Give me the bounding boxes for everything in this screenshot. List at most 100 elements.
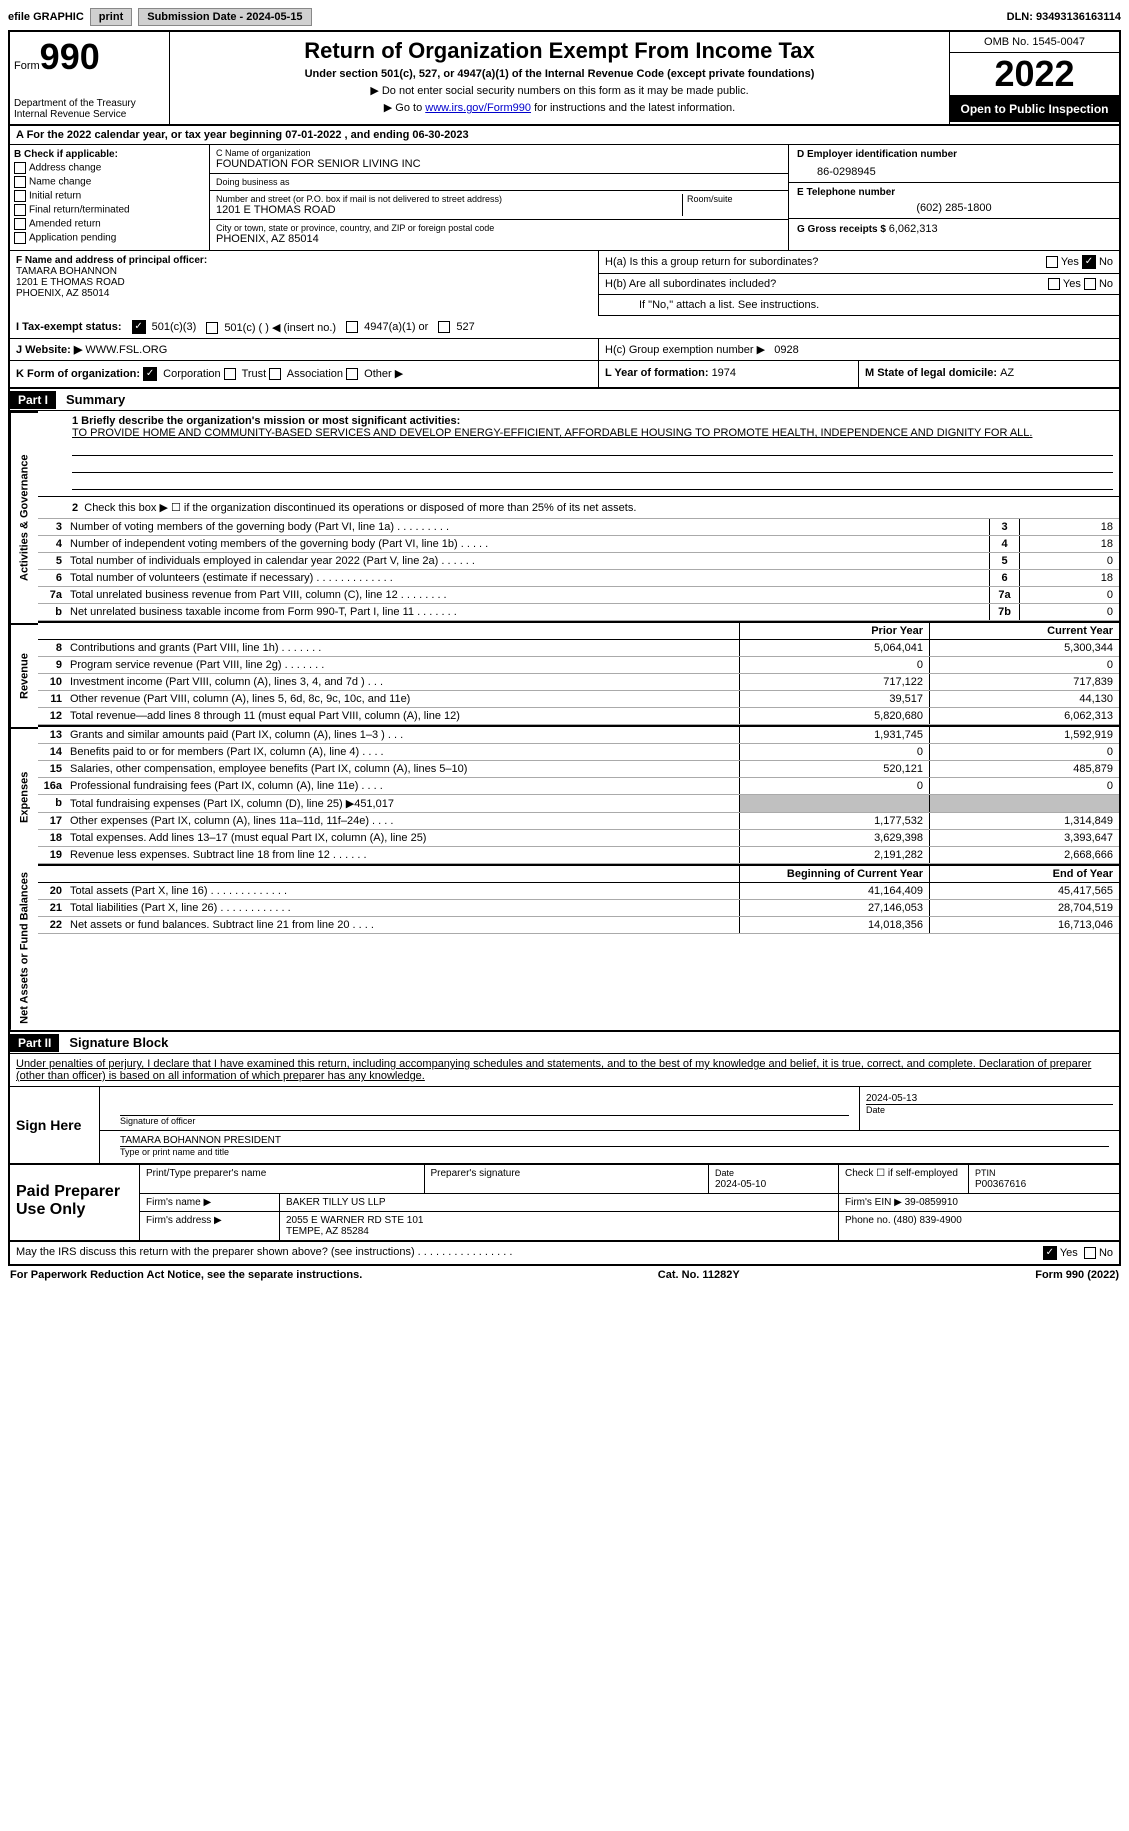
rev-row: 21Total liabilities (Part X, line 26) . … — [38, 900, 1119, 917]
org-name-label: C Name of organization — [216, 148, 782, 158]
chk-final[interactable]: Final return/terminated — [14, 204, 205, 216]
side-exp: Expenses — [10, 727, 38, 866]
rev-row: 17Other expenses (Part IX, column (A), l… — [38, 813, 1119, 830]
side-net: Net Assets or Fund Balances — [10, 866, 38, 1030]
net-lines: 20Total assets (Part X, line 16) . . . .… — [38, 883, 1119, 934]
chk-other[interactable]: Other ▶ — [346, 368, 403, 380]
street-cell: Number and street (or P.O. box if mail i… — [210, 191, 788, 220]
form-label: Form — [14, 60, 40, 72]
tax-year: 2022 — [950, 53, 1119, 96]
prep-check[interactable]: Check ☐ if self-employed — [839, 1165, 969, 1193]
preparer-row3: Firm's address ▶ 2055 E WARNER RD STE 10… — [140, 1212, 1119, 1240]
chk-pending[interactable]: Application pending — [14, 232, 205, 244]
rev-row: 12Total revenue—add lines 8 through 11 (… — [38, 708, 1119, 725]
footer-left: For Paperwork Reduction Act Notice, see … — [10, 1269, 362, 1281]
chk-assoc[interactable]: Association — [269, 368, 343, 380]
header-right: OMB No. 1545-0047 2022 Open to Public In… — [949, 32, 1119, 124]
mission-block: 1 Briefly describe the organization's mi… — [38, 411, 1119, 497]
website-label: J Website: ▶ — [16, 344, 82, 356]
ein-value: 86-0298945 — [797, 160, 1111, 178]
section-l: L Year of formation: 1974 — [599, 361, 859, 387]
addr-label: Firm's address ▶ — [140, 1212, 280, 1240]
officer-name-title: TAMARA BOHANNON PRESIDENT — [120, 1135, 1109, 1147]
chk-501c[interactable]: 501(c) ( ) ◀ (insert no.) — [206, 321, 336, 334]
section-b: B Check if applicable: Address change Na… — [10, 145, 210, 250]
officer-name: TAMARA BOHANNON — [16, 266, 592, 277]
chk-501c3[interactable]: 501(c)(3) — [132, 320, 197, 334]
ha-row: H(a) Is this a group return for subordin… — [599, 251, 1119, 274]
section-k: K Form of organization: Corporation Trus… — [10, 361, 599, 387]
hb-note: If "No," attach a list. See instructions… — [599, 295, 1119, 316]
chk-527[interactable]: 527 — [438, 321, 474, 333]
exp-section: 13Grants and similar amounts paid (Part … — [38, 727, 1119, 866]
print-button[interactable]: print — [90, 8, 132, 26]
prep-ptin: PTINP00367616 — [969, 1165, 1119, 1193]
part1-header: Part I — [10, 391, 56, 409]
dln: DLN: 93493136163114 — [1007, 11, 1121, 23]
m-value: AZ — [1000, 367, 1014, 379]
rev-row: 14Benefits paid to or for members (Part … — [38, 744, 1119, 761]
rev-row: 22Net assets or fund balances. Subtract … — [38, 917, 1119, 934]
prep-name-h: Print/Type preparer's name — [140, 1165, 425, 1193]
irs-link[interactable]: www.irs.gov/Form990 — [425, 102, 531, 114]
line-row: 5Total number of individuals employed in… — [38, 553, 1119, 570]
preparer-block: Paid Preparer Use Only Print/Type prepar… — [8, 1165, 1121, 1242]
part2-header-row: Part II Signature Block — [8, 1032, 1121, 1054]
chk-address[interactable]: Address change — [14, 162, 205, 174]
line-row: bNet unrelated business taxable income f… — [38, 604, 1119, 621]
section-h: H(a) Is this a group return for subordin… — [599, 251, 1119, 316]
submission-date: Submission Date - 2024-05-15 — [138, 8, 311, 26]
col-current: Current Year — [929, 623, 1119, 639]
rev-row: 19Revenue less expenses. Subtract line 1… — [38, 847, 1119, 864]
chk-4947[interactable]: 4947(a)(1) or — [346, 321, 428, 333]
col-prior: Prior Year — [739, 623, 929, 639]
officer-street: 1201 E THOMAS ROAD — [16, 277, 592, 288]
prep-date-value: 2024-05-10 — [715, 1179, 766, 1190]
officer-label: F Name and address of principal officer: — [16, 255, 592, 266]
rev-row: 18Total expenses. Add lines 13–17 (must … — [38, 830, 1119, 847]
form-subtitle: Under section 501(c), 527, or 4947(a)(1)… — [176, 68, 943, 80]
line-row: 3Number of voting members of the governi… — [38, 519, 1119, 536]
gov-lines: 3Number of voting members of the governi… — [38, 519, 1119, 621]
sig-area[interactable] — [120, 1101, 849, 1116]
chk-trust[interactable]: Trust — [224, 368, 267, 380]
chk-name[interactable]: Name change — [14, 176, 205, 188]
note-pre: ▶ Go to — [384, 102, 425, 114]
prep-date: Date2024-05-10 — [709, 1165, 839, 1193]
phone-value: (602) 285-1800 — [797, 198, 1111, 214]
website-hc-row: J Website: ▶ WWW.FSL.ORG H(c) Group exem… — [8, 339, 1121, 361]
col-begin: Beginning of Current Year — [739, 866, 929, 882]
firm-ein: Firm's EIN ▶ 39-0859910 — [839, 1194, 1119, 1211]
submission-label: Submission Date - — [147, 11, 246, 23]
exp-lines: 13Grants and similar amounts paid (Part … — [38, 727, 1119, 864]
ha-yesno: Yes No — [1046, 255, 1113, 269]
hb-row: H(b) Are all subordinates included? Yes … — [599, 274, 1119, 295]
rev-row: 16aProfessional fundraising fees (Part I… — [38, 778, 1119, 795]
part2-text: Under penalties of perjury, I declare th… — [8, 1054, 1121, 1087]
rev-lines: 8Contributions and grants (Part VIII, li… — [38, 640, 1119, 725]
chk-corp[interactable]: Corporation — [143, 368, 221, 380]
firm-label: Firm's name ▶ — [140, 1194, 280, 1211]
sig-line: Signature of officer 2024-05-13 Date — [100, 1087, 1119, 1131]
gov-section: 1 Briefly describe the organization's mi… — [38, 411, 1119, 623]
l-label: L Year of formation: — [605, 367, 712, 379]
website-cell: J Website: ▶ WWW.FSL.ORG — [10, 339, 599, 360]
rev-row: 20Total assets (Part X, line 16) . . . .… — [38, 883, 1119, 900]
firm-addr: 2055 E WARNER RD STE 101TEMPE, AZ 85284 — [280, 1212, 839, 1240]
name-caption: Type or print name and title — [100, 1147, 1119, 1161]
org-name-cell: C Name of organization FOUNDATION FOR SE… — [210, 145, 788, 174]
part1-title: Summary — [56, 389, 135, 410]
rev-row: 9Program service revenue (Part VIII, lin… — [38, 657, 1119, 674]
city-value: PHOENIX, AZ 85014 — [216, 233, 782, 245]
top-bar: efile GRAPHIC print Submission Date - 20… — [8, 8, 1121, 26]
header-left: Form990 Department of the Treasury Inter… — [10, 32, 170, 124]
section-b-label: B Check if applicable: — [14, 149, 205, 160]
chk-initial[interactable]: Initial return — [14, 190, 205, 202]
preparer-right: Print/Type preparer's name Preparer's si… — [140, 1165, 1119, 1240]
street-label: Number and street (or P.O. box if mail i… — [216, 194, 682, 204]
discuss-yesno: Yes No — [1043, 1246, 1113, 1260]
chk-amended[interactable]: Amended return — [14, 218, 205, 230]
rev-row: 8Contributions and grants (Part VIII, li… — [38, 640, 1119, 657]
note-link: ▶ Go to www.irs.gov/Form990 for instruct… — [176, 101, 943, 114]
blank-line — [72, 441, 1113, 456]
